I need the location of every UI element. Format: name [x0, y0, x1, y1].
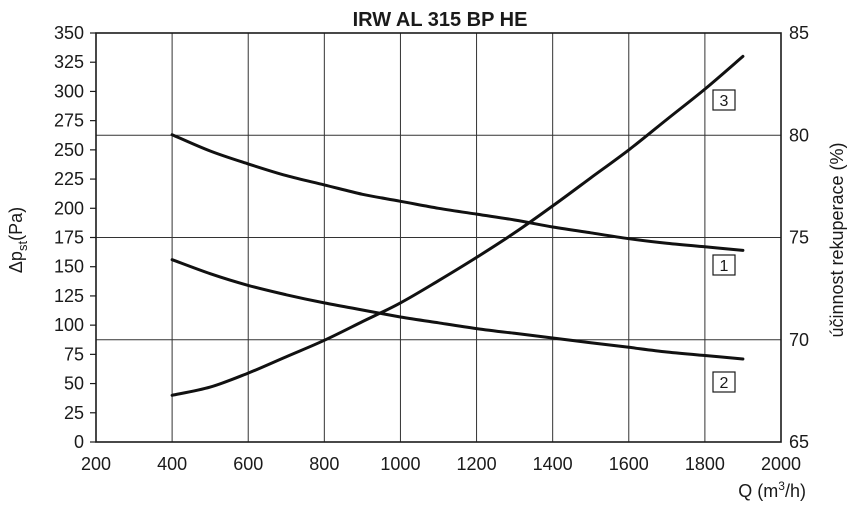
y-left-tick-label: 250	[54, 140, 84, 160]
chart-title: IRW AL 315 BP HE	[353, 9, 528, 31]
y-right-tick-label: 75	[789, 228, 809, 248]
x-tick-label: 1400	[533, 454, 573, 474]
series-line-1	[170, 133, 745, 252]
y-right-tick-label: 65	[789, 432, 809, 452]
series-label-1: 1	[720, 258, 729, 275]
series-label-box-1	[712, 254, 736, 276]
series-label-box-2	[712, 371, 736, 393]
x-axis-label: Q (m3/h)	[738, 479, 806, 501]
y-right-tick-label: 85	[789, 23, 809, 43]
y-left-tick-label: 150	[54, 257, 84, 277]
y-left-tick-label: 75	[64, 344, 84, 364]
x-tick-label: 2000	[761, 454, 801, 474]
y-right-tick-label: 80	[789, 125, 809, 145]
y-left-tick-label: 350	[54, 23, 84, 43]
x-tick-label: 800	[309, 454, 339, 474]
y-left-tick-label: 175	[54, 228, 84, 248]
y-left-tick-label: 125	[54, 286, 84, 306]
y-left-axis-label: Δpst(Pa)	[6, 207, 30, 273]
x-tick-label: 1000	[380, 454, 420, 474]
series-label-box-3	[712, 89, 736, 111]
y-right-axis-label: účinnost rekuperace (%)	[827, 142, 847, 337]
y-left-tick-label: 200	[54, 198, 84, 218]
y-right-axis-ticks: 65 70 75 80 85	[789, 23, 809, 452]
x-axis-ticks: 200 400 600 800 1000 1200 1400 1600 1800 2000	[81, 454, 801, 474]
y-left-tick-label: 325	[54, 52, 84, 72]
series-label-2: 2	[720, 375, 729, 392]
curve-labels: 1 2 3	[712, 89, 736, 393]
x-tick-label: 400	[157, 454, 187, 474]
y-left-tick-label: 50	[64, 374, 84, 394]
series-line-3	[170, 54, 745, 397]
y-left-tick-label: 100	[54, 315, 84, 335]
x-tick-label: 1800	[685, 454, 725, 474]
y-right-tick-label: 70	[789, 330, 809, 350]
grid	[95, 32, 782, 443]
series-line-2	[170, 258, 745, 361]
x-tick-label: 1200	[457, 454, 497, 474]
y-left-axis-ticks: 0 25 50 75 100 125 150 175 200 225 250 275 300 325 350	[54, 23, 96, 452]
x-tick-label: 1600	[609, 454, 649, 474]
x-tick-label: 600	[233, 454, 263, 474]
y-left-tick-label: 225	[54, 169, 84, 189]
y-left-tick-label: 25	[64, 403, 84, 423]
y-left-tick-label: 300	[54, 81, 84, 101]
y-left-tick-label: 0	[74, 432, 84, 452]
y-left-tick-label: 275	[54, 111, 84, 131]
x-tick-label: 200	[81, 454, 111, 474]
curves	[170, 54, 745, 397]
series-label-3: 3	[720, 93, 729, 110]
